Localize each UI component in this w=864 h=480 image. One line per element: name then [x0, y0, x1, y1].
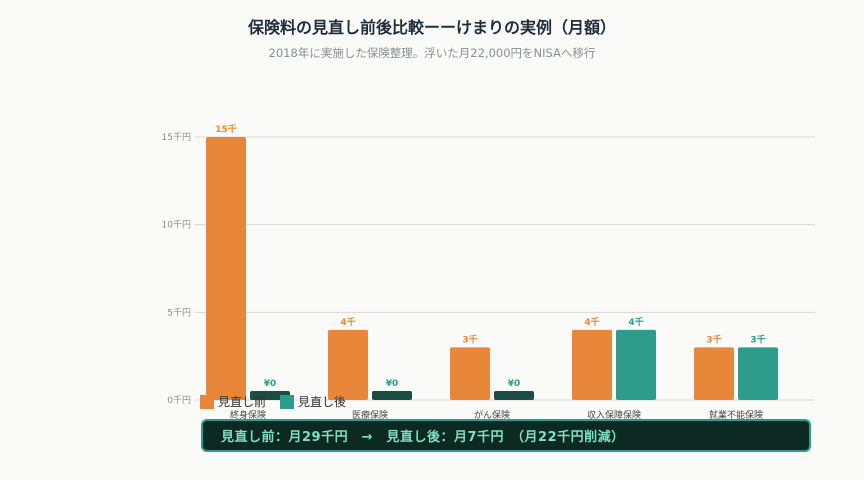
legend-swatch-before	[200, 394, 214, 409]
y-tick-label: 10千円	[162, 220, 191, 231]
data-label-before: 3千	[462, 333, 477, 345]
bar-before	[572, 329, 612, 400]
legend-item-before: 見直し前	[200, 393, 266, 410]
data-label-before: 4千	[340, 316, 355, 328]
y-tick-label: 0千円	[167, 395, 191, 406]
legend-label-after: 見直し後	[298, 395, 347, 409]
x-tick-label: 就業不能保険	[709, 409, 763, 421]
y-tick-label: 15千円	[162, 132, 191, 143]
bar-after	[616, 329, 656, 400]
data-label-before: 4千	[584, 316, 599, 328]
chart-title: 保険料の見直し前後比較ーーけまりの実例（月額）	[247, 18, 616, 37]
data-label-after: ¥0	[386, 379, 399, 389]
legend-item-after: 見直し後	[280, 393, 346, 410]
summary-text: 見直し前：月29千円 → 見直し後：月7千円 （月22千円削減）	[221, 430, 625, 445]
bar-before	[206, 137, 246, 400]
y-tick-label: 5千円	[167, 307, 191, 318]
data-label-after: 4千	[628, 316, 643, 328]
data-label-before: 15千	[215, 123, 237, 135]
legend-label-before: 見直し前	[218, 395, 267, 409]
x-tick-label: がん保険	[474, 409, 510, 421]
x-tick-label: 終身保険	[230, 409, 266, 421]
bar-after	[494, 391, 534, 400]
legend: 見直し前 見直し後	[200, 393, 346, 410]
bar-before	[450, 347, 490, 400]
x-tick-label: 収入保障保険	[587, 409, 641, 421]
data-label-after: ¥0	[508, 379, 521, 389]
data-label-after: ¥0	[264, 379, 277, 389]
bar-after	[738, 347, 778, 400]
x-tick-label: 医療保険	[352, 409, 388, 421]
data-label-after: 3千	[750, 333, 765, 345]
bar-after	[250, 391, 290, 400]
data-label-before: 3千	[706, 333, 721, 345]
bar-after	[372, 391, 412, 400]
bar-before	[328, 329, 368, 400]
legend-swatch-after	[280, 394, 295, 409]
summary-banner: 見直し前：月29千円 → 見直し後：月7千円 （月22千円削減）	[201, 419, 811, 452]
bar-before	[694, 347, 734, 400]
chart-subtitle: 2018年に実施した保険整理。浮いた月22,000円をNISAへ移行	[268, 46, 596, 60]
